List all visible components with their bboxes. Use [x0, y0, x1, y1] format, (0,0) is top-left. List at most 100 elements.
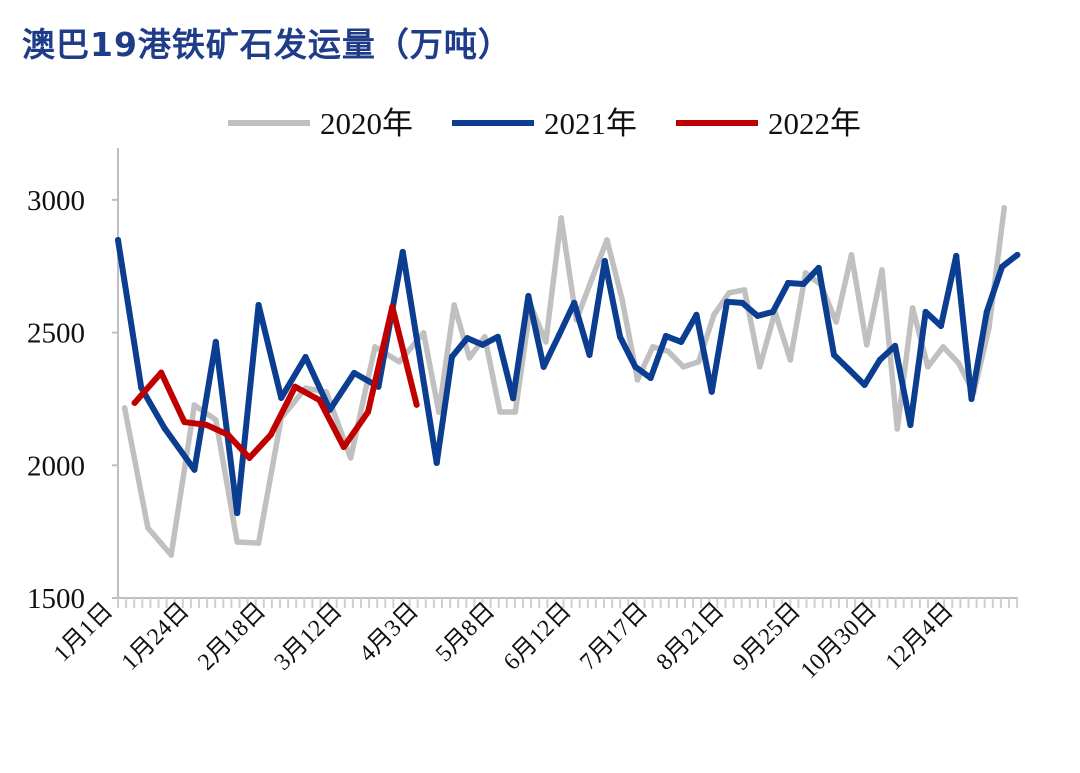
line-segment	[588, 237, 610, 283]
line-segment	[145, 525, 174, 558]
data-point	[121, 405, 128, 411]
data-point	[347, 455, 354, 461]
line-segment	[601, 257, 624, 340]
data-point	[464, 335, 471, 342]
data-point	[802, 270, 809, 276]
data-point	[695, 359, 702, 365]
data-point	[922, 308, 929, 315]
data-point	[292, 383, 299, 390]
x-tick-label: 2月18日	[193, 598, 271, 676]
data-point	[937, 322, 944, 329]
line-segment	[543, 215, 564, 345]
legend: 2020年 2021年 2022年	[228, 106, 861, 141]
data-point	[879, 267, 885, 273]
data-point	[785, 279, 792, 286]
y-tick-label: 2000	[27, 450, 85, 482]
x-tick-label: 8月21日	[652, 598, 730, 676]
line-segment	[665, 348, 687, 370]
data-point	[246, 454, 253, 461]
line-segment	[741, 287, 763, 370]
line-segment	[494, 333, 517, 402]
line-segment	[604, 237, 625, 303]
data-point	[365, 408, 372, 415]
line-segment	[203, 421, 232, 438]
data-point	[619, 297, 625, 303]
line-segment	[225, 431, 253, 461]
data-point	[555, 332, 562, 339]
line-segment	[937, 252, 960, 329]
x-tick-label: 4月3日	[355, 598, 424, 667]
line-segment	[892, 342, 914, 428]
data-point	[876, 356, 883, 363]
data-point	[830, 351, 837, 358]
line-segment	[433, 353, 455, 466]
data-point	[481, 334, 488, 340]
line-segment	[739, 299, 761, 319]
line-segment	[234, 539, 262, 546]
line-segment	[316, 397, 347, 450]
data-point	[650, 344, 656, 350]
line-segment	[586, 257, 608, 358]
data-point	[909, 305, 916, 311]
line-segment	[848, 252, 870, 348]
data-point	[863, 342, 870, 348]
line-segment	[846, 366, 868, 388]
data-point	[145, 525, 151, 531]
line-segment	[968, 308, 990, 402]
line-segment	[255, 301, 285, 401]
line-segment	[246, 431, 274, 461]
data-point	[968, 395, 975, 402]
data-point	[678, 338, 685, 345]
line-segment	[861, 356, 883, 388]
data-point	[846, 366, 853, 373]
y-tick-label: 2500	[27, 318, 85, 350]
line-segment	[466, 334, 488, 361]
line-segment	[830, 351, 853, 373]
data-point	[588, 276, 595, 283]
x-tick-label: 1月24日	[117, 598, 195, 676]
series-2020年	[121, 205, 1007, 558]
data-point	[115, 236, 121, 243]
data-point	[558, 215, 564, 221]
data-point	[665, 348, 671, 354]
data-point	[525, 292, 532, 299]
line-segment	[181, 419, 210, 428]
line-segment	[212, 338, 241, 517]
data-point	[389, 303, 396, 310]
line-segment	[769, 279, 792, 315]
line-segment	[234, 301, 262, 517]
data-point	[634, 377, 641, 383]
line-segment	[448, 335, 471, 360]
y-tick-label: 1500	[27, 583, 85, 615]
line-segment	[267, 383, 299, 438]
line-segment	[278, 354, 309, 401]
series-group	[115, 205, 1021, 558]
data-point	[396, 359, 403, 365]
data-point	[741, 287, 748, 293]
data-point	[448, 353, 455, 360]
data-point	[848, 252, 855, 258]
data-point	[647, 374, 654, 381]
data-point	[225, 431, 232, 438]
line-segment	[772, 309, 794, 363]
line-segment	[833, 252, 855, 325]
line-segment	[711, 290, 732, 318]
data-point	[479, 341, 486, 348]
line-segment	[158, 369, 188, 426]
line-segment	[571, 299, 593, 358]
data-point	[255, 301, 262, 308]
x-tick-label: 6月12日	[499, 598, 577, 676]
line-segment	[863, 267, 885, 348]
line-segment	[131, 369, 165, 406]
data-point	[497, 409, 503, 415]
legend-label: 2020年	[320, 106, 413, 141]
line-segment	[555, 299, 578, 339]
line-segment	[292, 383, 323, 404]
data-point	[255, 540, 262, 546]
data-point	[754, 312, 761, 319]
line-segment	[617, 333, 639, 370]
line-segment	[436, 302, 457, 415]
series-2022年	[131, 303, 420, 461]
line-segment	[115, 236, 145, 391]
